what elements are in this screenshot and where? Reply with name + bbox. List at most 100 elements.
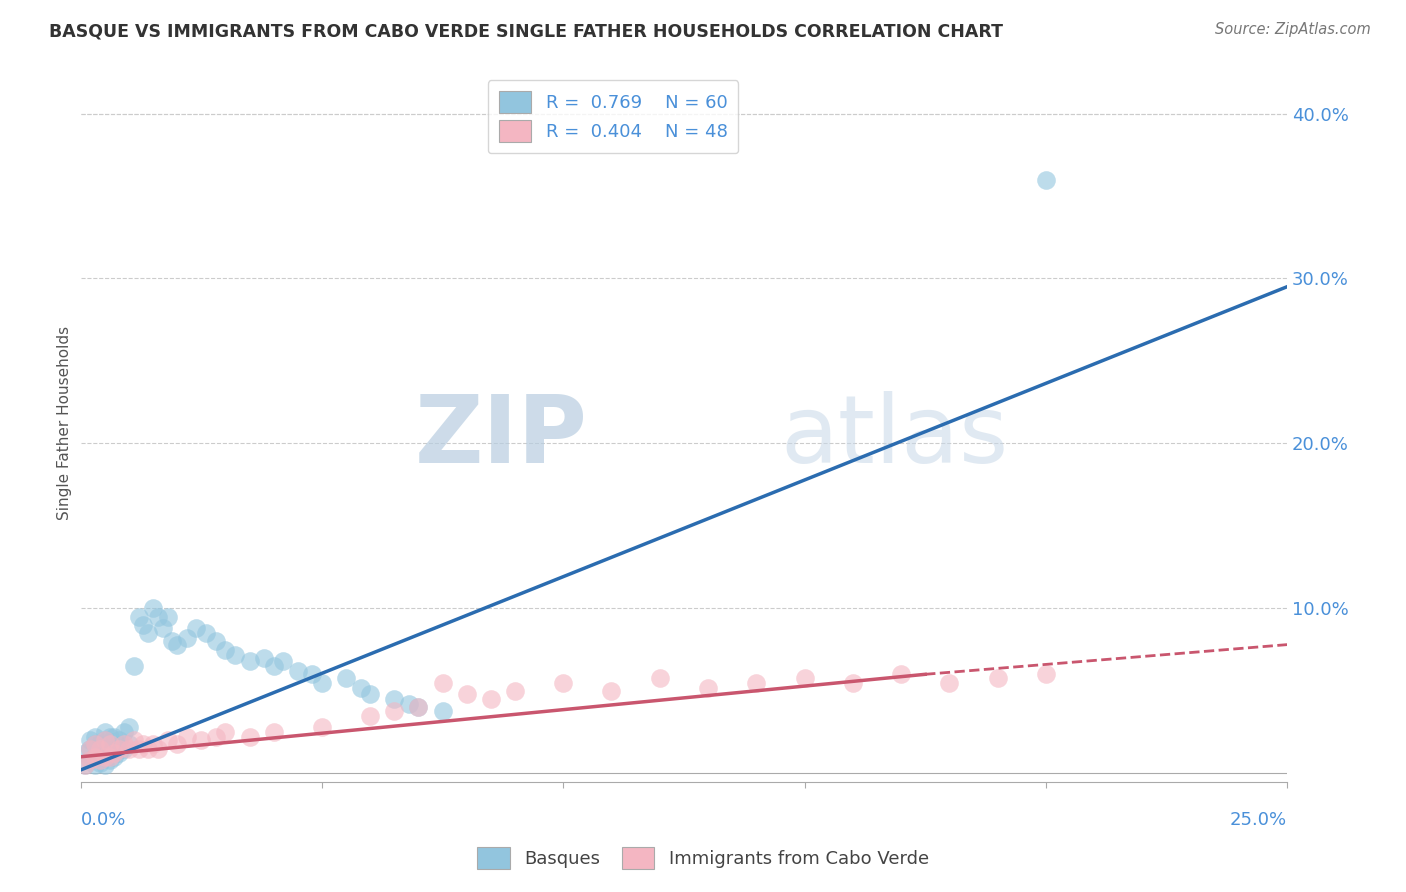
Point: [214, 642, 236, 657]
Point: [195, 626, 218, 640]
Point: [408, 700, 430, 714]
Point: [156, 733, 179, 747]
Point: [136, 741, 159, 756]
Point: [359, 708, 381, 723]
Point: [938, 675, 960, 690]
Point: [142, 737, 165, 751]
Point: [311, 675, 333, 690]
Point: [89, 756, 111, 771]
Point: [89, 741, 111, 756]
Point: [75, 747, 97, 761]
Point: [98, 730, 121, 744]
Point: [600, 683, 623, 698]
Point: [697, 681, 720, 695]
Point: [745, 675, 768, 690]
Point: [156, 609, 179, 624]
Text: Source: ZipAtlas.com: Source: ZipAtlas.com: [1215, 22, 1371, 37]
Point: [238, 730, 260, 744]
Point: [79, 753, 101, 767]
Point: [793, 671, 815, 685]
Point: [75, 758, 97, 772]
Point: [132, 617, 155, 632]
Point: [263, 725, 285, 739]
Legend: R =  0.769    N = 60, R =  0.404    N = 48: R = 0.769 N = 60, R = 0.404 N = 48: [488, 80, 738, 153]
Point: [224, 648, 246, 662]
Point: [94, 749, 117, 764]
Point: [98, 743, 121, 757]
Point: [98, 753, 121, 767]
Text: atlas: atlas: [780, 391, 1008, 483]
Point: [136, 626, 159, 640]
Point: [94, 725, 117, 739]
Point: [382, 704, 405, 718]
Point: [273, 654, 295, 668]
Point: [89, 737, 111, 751]
Point: [112, 741, 135, 756]
Y-axis label: Single Father Households: Single Father Households: [58, 326, 72, 520]
Point: [1035, 667, 1057, 681]
Point: [89, 747, 111, 761]
Point: [152, 621, 174, 635]
Point: [398, 697, 420, 711]
Point: [162, 634, 184, 648]
Point: [103, 739, 125, 754]
Point: [118, 741, 141, 756]
Point: [94, 733, 117, 747]
Point: [79, 741, 101, 756]
Point: [146, 741, 169, 756]
Point: [103, 747, 125, 761]
Point: [479, 692, 502, 706]
Point: [128, 609, 150, 624]
Point: [503, 683, 526, 698]
Point: [553, 675, 575, 690]
Point: [648, 671, 671, 685]
Point: [214, 725, 236, 739]
Legend: Basques, Immigrants from Cabo Verde: Basques, Immigrants from Cabo Verde: [470, 839, 936, 876]
Point: [204, 730, 226, 744]
Point: [108, 733, 131, 747]
Point: [84, 730, 107, 744]
Point: [408, 700, 430, 714]
Point: [103, 749, 125, 764]
Point: [108, 747, 131, 761]
Point: [176, 631, 198, 645]
Point: [190, 733, 212, 747]
Point: [432, 675, 454, 690]
Point: [204, 634, 226, 648]
Point: [122, 733, 145, 747]
Point: [146, 609, 169, 624]
Point: [79, 741, 101, 756]
Point: [359, 687, 381, 701]
Point: [108, 741, 131, 756]
Point: [94, 749, 117, 764]
Point: [432, 704, 454, 718]
Point: [335, 671, 357, 685]
Point: [128, 741, 150, 756]
Point: [311, 720, 333, 734]
Point: [238, 654, 260, 668]
Point: [75, 758, 97, 772]
Point: [112, 737, 135, 751]
Point: [349, 681, 371, 695]
Text: ZIP: ZIP: [415, 391, 588, 483]
Point: [84, 749, 107, 764]
Point: [186, 621, 208, 635]
Point: [1035, 172, 1057, 186]
Point: [382, 692, 405, 706]
Point: [287, 664, 309, 678]
Point: [132, 737, 155, 751]
Text: 0.0%: 0.0%: [80, 811, 127, 830]
Point: [98, 737, 121, 751]
Point: [79, 733, 101, 747]
Point: [301, 667, 323, 681]
Point: [118, 737, 141, 751]
Point: [166, 638, 188, 652]
Point: [456, 687, 478, 701]
Point: [84, 749, 107, 764]
Text: 25.0%: 25.0%: [1230, 811, 1286, 830]
Point: [94, 758, 117, 772]
Point: [103, 730, 125, 744]
Text: BASQUE VS IMMIGRANTS FROM CABO VERDE SINGLE FATHER HOUSEHOLDS CORRELATION CHART: BASQUE VS IMMIGRANTS FROM CABO VERDE SIN…: [49, 22, 1004, 40]
Point: [118, 720, 141, 734]
Point: [122, 659, 145, 673]
